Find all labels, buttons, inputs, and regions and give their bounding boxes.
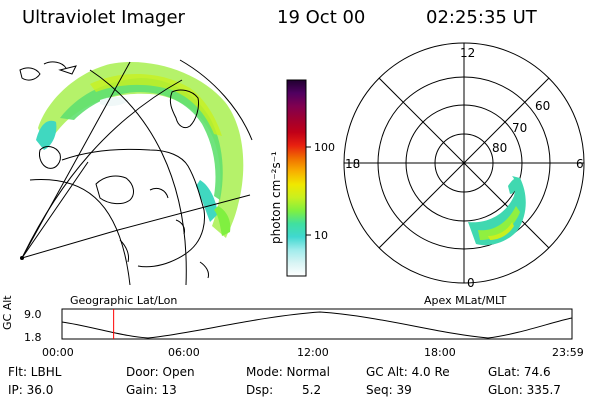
geo-grid xyxy=(21,59,253,286)
mlt-label-12: 12 xyxy=(460,46,475,60)
colorbar-unit-label: photon cm⁻²s⁻¹ xyxy=(269,151,283,244)
info-dsp-value: 5.2 xyxy=(302,383,322,397)
grid-pole-marker xyxy=(20,256,24,260)
time-label: 02:25:35 UT xyxy=(426,7,537,28)
lat-label-60: 60 xyxy=(535,99,550,113)
altplot-xtick-4: 23:59 xyxy=(552,346,584,359)
altplot-ytick-bottom: 1.8 xyxy=(24,331,42,344)
mlt-label-6: 6 xyxy=(576,157,584,171)
info-gain: Gain: 13 xyxy=(126,383,177,397)
lat-label-80: 80 xyxy=(492,141,507,155)
lat-label-70: 70 xyxy=(512,121,527,135)
colorbar-tick-10: 10 xyxy=(314,229,328,242)
info-filter: Flt: LBHL xyxy=(8,365,62,379)
mlt-label-18: 18 xyxy=(345,157,360,171)
caption-geographic: Geographic Lat/Lon xyxy=(70,294,178,307)
altplot-ytick-top: 9.0 xyxy=(24,308,42,321)
altitude-plot xyxy=(61,308,573,340)
altplot-xtick-1: 06:00 xyxy=(168,346,200,359)
info-door: Door: Open xyxy=(126,365,195,379)
geographic-map xyxy=(19,59,253,286)
info-ip: IP: 36.0 xyxy=(8,383,54,397)
info-dsp-label: Dsp: xyxy=(246,383,274,397)
altplot-xtick-2: 12:00 xyxy=(297,346,329,359)
auroral-emission-geo xyxy=(36,61,244,238)
altplot-axis-label: GC Alt xyxy=(1,295,14,330)
info-glat: GLat: 74.6 xyxy=(488,365,551,379)
altplot-xtick-0: 00:00 xyxy=(42,346,74,359)
app-title: Ultraviolet Imager xyxy=(22,7,185,28)
info-glon: GLon: 335.7 xyxy=(488,383,561,397)
coastlines xyxy=(19,61,209,279)
colorbar: 100 10 photon cm⁻²s⁻¹ xyxy=(269,79,335,277)
colorbar-tick-100: 100 xyxy=(314,141,335,154)
altplot-xtick-3: 18:00 xyxy=(424,346,456,359)
auroral-emission-polar xyxy=(468,176,526,246)
polar-plot: 12 18 6 0 60 70 80 xyxy=(343,42,585,290)
caption-apex: Apex MLat/MLT xyxy=(424,294,507,307)
info-seq: Seq: 39 xyxy=(366,383,412,397)
date-label: 19 Oct 00 xyxy=(277,7,366,28)
mlt-label-0: 0 xyxy=(467,276,475,290)
info-mode: Mode: Normal xyxy=(246,365,330,379)
info-gc-alt: GC Alt: 4.0 Re xyxy=(366,365,450,379)
